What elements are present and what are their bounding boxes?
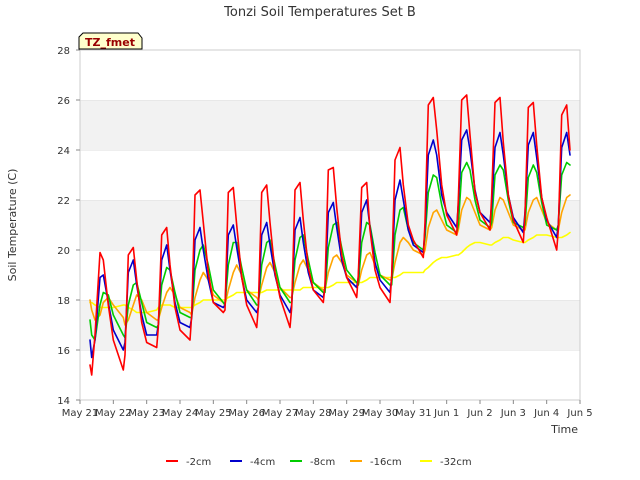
series-line (89, 194, 571, 326)
grid-band (80, 50, 580, 100)
y-tick-label: 28 (57, 46, 70, 57)
y-tick-label: 26 (57, 96, 70, 107)
grid-band (80, 150, 580, 200)
y-tick-label: 20 (57, 246, 70, 257)
legend-label: -8cm (310, 457, 335, 468)
x-tick-label: Jun 4 (533, 408, 559, 419)
x-axis-label: Time (550, 423, 578, 436)
plot-frame (79, 49, 581, 401)
y-axis-label: Soil Temperature (C) (6, 169, 19, 282)
x-tick-label: May 29 (328, 408, 365, 419)
x-tick-label: Jun 1 (433, 408, 459, 419)
x-tick-label: May 23 (128, 408, 165, 419)
y-tick-label: 18 (57, 296, 70, 307)
x-tick-label: May 26 (228, 408, 265, 419)
y-tick-label: 16 (57, 346, 70, 357)
x-tick-label: Jun 3 (500, 408, 526, 419)
y-tick-label: 22 (57, 196, 70, 207)
x-tick-label: May 28 (295, 408, 332, 419)
legend: -2cm -4cm -8cm -16cm -32cm (166, 457, 472, 468)
annotation-frame (78, 32, 143, 50)
series-line (89, 231, 571, 314)
grid-band (80, 100, 580, 150)
chart-title: Tonzi Soil Temperatures Set B (223, 5, 416, 20)
legend-label: -32cm (440, 457, 472, 468)
x-tick-label: May 21 (62, 408, 99, 419)
legend-label: -4cm (250, 457, 275, 468)
y-tick-label: 24 (57, 146, 70, 157)
series-layer (89, 94, 571, 376)
legend-label: -16cm (370, 457, 402, 468)
x-tick-label: Jun 2 (466, 408, 492, 419)
grid-band (80, 350, 580, 400)
legend-label: -2cm (186, 457, 211, 468)
grid-band (80, 300, 580, 350)
x-tick-label: May 24 (162, 408, 199, 419)
series-line (89, 161, 571, 341)
x-tick-label: May 27 (262, 408, 299, 419)
series-line (89, 94, 571, 376)
annotation-label: TZ_fmet (85, 36, 135, 49)
y-tick-label: 14 (57, 396, 70, 407)
annotation-box: TZ_fmet (78, 32, 143, 50)
y-axis: 14 16 18 20 22 24 26 28 (57, 46, 80, 407)
x-tick-label: May 22 (95, 408, 132, 419)
grid-band (80, 250, 580, 300)
x-tick-label: May 25 (195, 408, 232, 419)
x-tick-label: Jun 5 (566, 408, 592, 419)
x-tick-label: May 30 (362, 408, 399, 419)
x-tick-label: May 31 (395, 408, 432, 419)
